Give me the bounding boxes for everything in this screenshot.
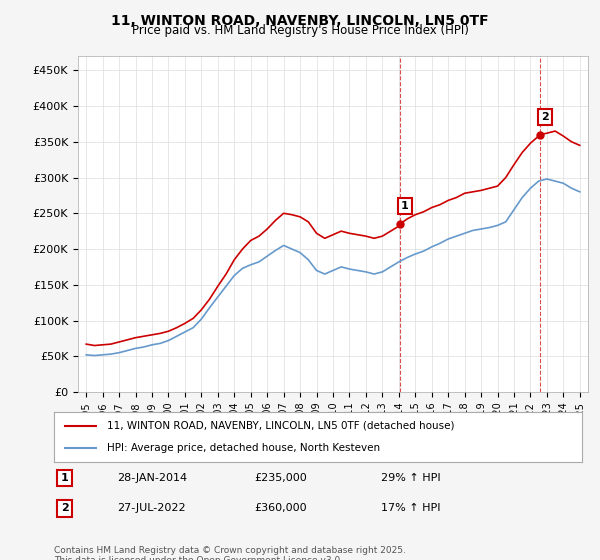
Text: 11, WINTON ROAD, NAVENBY, LINCOLN, LN5 0TF: 11, WINTON ROAD, NAVENBY, LINCOLN, LN5 0… [111,14,489,28]
Text: 29% ↑ HPI: 29% ↑ HPI [382,473,441,483]
Text: 27-JUL-2022: 27-JUL-2022 [118,503,186,514]
Text: 2: 2 [541,112,549,122]
Text: 2: 2 [61,503,68,514]
Text: Contains HM Land Registry data © Crown copyright and database right 2025.
This d: Contains HM Land Registry data © Crown c… [54,546,406,560]
Text: Price paid vs. HM Land Registry's House Price Index (HPI): Price paid vs. HM Land Registry's House … [131,24,469,36]
Text: £235,000: £235,000 [254,473,307,483]
Text: £360,000: £360,000 [254,503,307,514]
Text: 11, WINTON ROAD, NAVENBY, LINCOLN, LN5 0TF (detached house): 11, WINTON ROAD, NAVENBY, LINCOLN, LN5 0… [107,421,454,431]
Text: 28-JAN-2014: 28-JAN-2014 [118,473,187,483]
Text: HPI: Average price, detached house, North Kesteven: HPI: Average price, detached house, Nort… [107,443,380,453]
Text: 17% ↑ HPI: 17% ↑ HPI [382,503,441,514]
Text: 1: 1 [401,201,409,211]
Text: 1: 1 [61,473,68,483]
